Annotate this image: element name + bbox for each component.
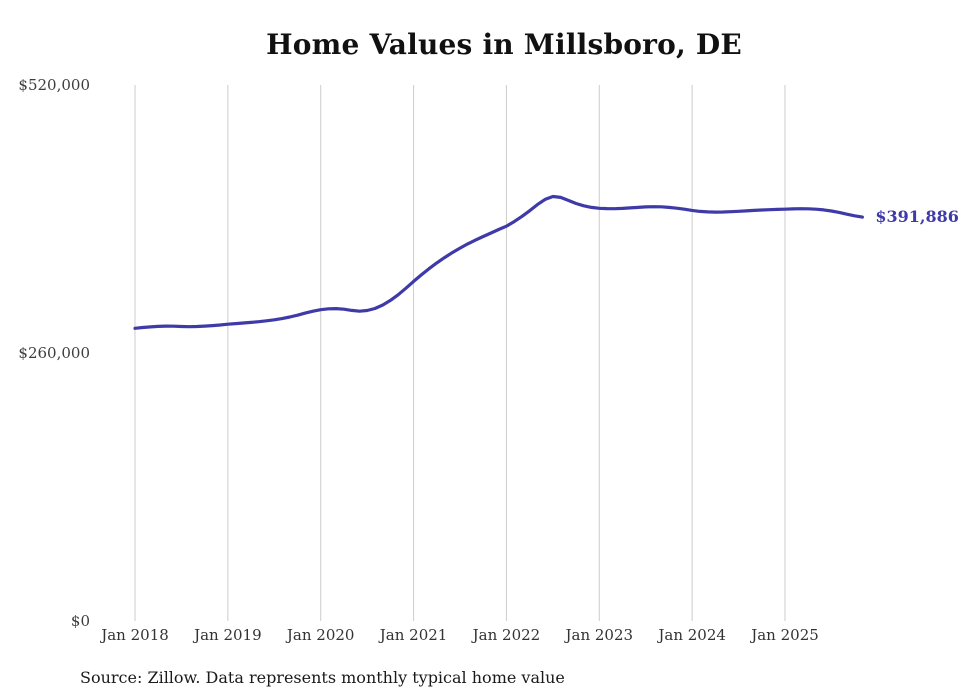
x-axis-label: Jan 2018 [101, 626, 169, 644]
source-note: Source: Zillow. Data represents monthly … [80, 668, 565, 687]
x-axis-label: Jan 2024 [658, 626, 726, 644]
x-axis-label: Jan 2020 [286, 626, 355, 644]
home-value-line [133, 194, 865, 330]
x-axis-label: Jan 2023 [565, 626, 634, 644]
y-axis-label: $260,000 [18, 344, 90, 362]
x-axis-label: Jan 2021 [379, 626, 448, 644]
end-value-label: $391,886 [875, 207, 959, 227]
y-axis-label: $0 [70, 612, 90, 630]
y-axis-label: $520,000 [18, 76, 90, 94]
x-axis-label: Jan 2025 [751, 626, 819, 644]
x-axis-label: Jan 2019 [194, 626, 262, 644]
x-axis-label: Jan 2022 [472, 626, 541, 644]
chart-title: Home Values in Millsboro, DE [266, 28, 742, 61]
